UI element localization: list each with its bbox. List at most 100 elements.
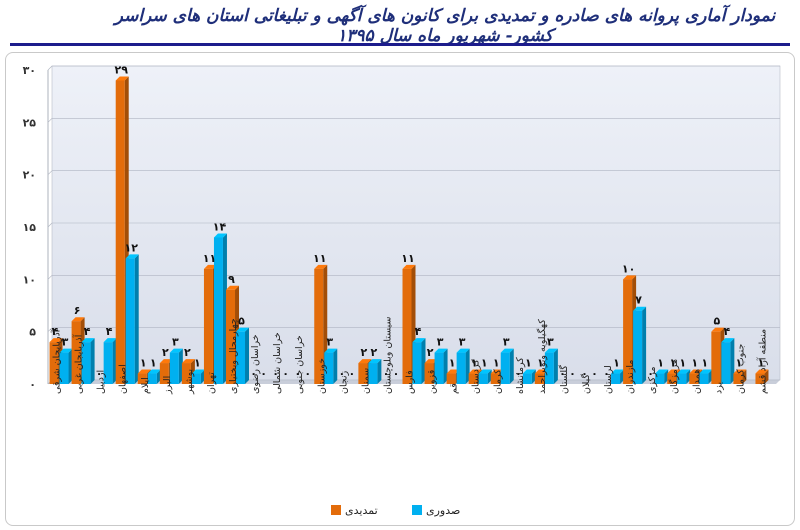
- bar-issued-top: [522, 369, 536, 374]
- bar-issued-side: [686, 369, 691, 384]
- bar-extension: [534, 373, 544, 384]
- bar-issued-side: [531, 369, 536, 384]
- x-tick-label: تهران: [206, 372, 217, 394]
- data-label-extension: ۱۱: [313, 252, 326, 265]
- data-label-extension: ۲۹: [114, 63, 128, 76]
- bar-issued: [544, 352, 554, 384]
- bar-extension-top: [181, 359, 195, 364]
- chart-frame: [5, 52, 795, 526]
- x-tick-label: گیلان: [580, 373, 592, 394]
- data-label-issued: ۴: [106, 325, 113, 338]
- data-label-issued: ۰: [282, 367, 289, 380]
- bar-issued-top: [169, 348, 183, 353]
- bar-issued-top: [500, 348, 514, 353]
- bar-issued-top: [456, 348, 470, 353]
- data-label-issued: ۳: [459, 336, 466, 349]
- data-label-extension: ۰: [250, 367, 257, 380]
- x-tick-label: قزوین: [427, 370, 438, 394]
- data-label-extension: ۰: [515, 367, 522, 380]
- gridline-depth: [47, 65, 53, 71]
- bar-issued-top: [677, 369, 691, 374]
- data-label-extension: ۱: [758, 357, 765, 370]
- x-tick-label: مازندران: [625, 360, 636, 394]
- bar-extension-top: [71, 317, 85, 322]
- bar-issued-side: [200, 369, 205, 384]
- bar-extension-top: [490, 369, 504, 374]
- bar-extension-top: [733, 369, 747, 374]
- data-label-issued: ۰: [569, 367, 576, 380]
- bar-issued: [611, 373, 621, 384]
- bar-issued-side: [642, 306, 647, 384]
- y-tick-label: ۵: [29, 326, 36, 339]
- x-tick-label: آذربایجان غربی: [72, 334, 85, 394]
- x-tick-label: همدان: [691, 369, 702, 394]
- bar-extension: [358, 363, 368, 384]
- bar-issued: [699, 373, 709, 384]
- x-tick-label: خراسان شمالی: [272, 332, 283, 394]
- bar-extension: [424, 363, 434, 384]
- bar-issued-side: [134, 254, 139, 384]
- data-label-issued: ۴: [84, 325, 91, 338]
- bar-issued-side: [553, 348, 558, 384]
- data-label-issued: ۷: [635, 294, 642, 307]
- data-label-issued: ۳: [547, 336, 554, 349]
- data-label-issued: ۱: [194, 357, 201, 370]
- bar-issued: [434, 352, 444, 384]
- bar-extension: [314, 268, 324, 384]
- bar-issued: [721, 342, 731, 384]
- data-label-issued: ۳: [326, 336, 333, 349]
- title-divider: [10, 43, 790, 46]
- data-label-issued: ۵: [238, 315, 245, 328]
- bar-issued-side: [178, 348, 183, 384]
- data-label-issued: ۴: [723, 325, 730, 338]
- data-label-extension: ۱۱: [401, 252, 414, 265]
- data-label-extension: ۱۰: [622, 262, 635, 275]
- bar-issued: [522, 373, 532, 384]
- bar-issued-side: [443, 348, 448, 384]
- data-label-extension: ۰: [603, 367, 610, 380]
- bar-issued-top: [478, 369, 492, 374]
- legend-label-extension: تمدیدی: [345, 504, 378, 517]
- data-label-extension: ۰: [338, 367, 345, 380]
- bar-extension: [49, 342, 59, 384]
- x-tick-label: خوزستان: [316, 358, 327, 394]
- bar-issued: [213, 237, 223, 384]
- bar-issued-side: [487, 369, 492, 384]
- data-label-extension: ۰: [272, 367, 279, 380]
- y-tick-label: ۱۰: [23, 273, 36, 286]
- data-label-extension: ۴: [52, 325, 59, 338]
- x-tick-label: هرمزگان: [668, 359, 680, 394]
- data-label-extension: ۲: [162, 346, 169, 359]
- bar-issued-side: [245, 327, 250, 384]
- bar-extension-side: [764, 369, 769, 384]
- bar-issued-side: [112, 338, 117, 384]
- data-label-issued: ۱: [481, 357, 488, 370]
- x-tick-label: کهگیلویه وبویراحمد: [536, 319, 548, 394]
- bar-issued-side: [333, 348, 338, 384]
- bar-extension-top: [203, 264, 217, 269]
- data-label-issued: ۱: [657, 357, 664, 370]
- x-tick-label: سمنان: [360, 368, 371, 394]
- data-label-extension: ۶: [74, 304, 81, 317]
- y-tick-label: ۳۰: [23, 64, 36, 77]
- bar-issued: [456, 352, 466, 384]
- bar-issued: [147, 373, 157, 384]
- bar-issued: [478, 373, 488, 384]
- gridline-depth: [47, 118, 53, 123]
- data-label-extension: ۱: [140, 357, 147, 370]
- bar-issued-top: [59, 348, 73, 353]
- data-label-issued: ۰: [260, 367, 267, 380]
- bar-extension: [402, 268, 412, 384]
- data-label-extension: ۱: [537, 357, 544, 370]
- bar-extension-top: [755, 369, 769, 374]
- bar-issued: [191, 373, 201, 384]
- bar-issued: [324, 352, 334, 384]
- x-tick-label: کرمان: [493, 369, 504, 394]
- bar-extension: [181, 363, 191, 384]
- data-label-extension: ۱: [493, 357, 500, 370]
- bar-issued: [81, 342, 91, 384]
- bar-extension: [159, 363, 169, 384]
- bar-extension: [71, 321, 81, 384]
- data-label-extension: ۲: [361, 346, 368, 359]
- bar-issued-top: [125, 254, 139, 259]
